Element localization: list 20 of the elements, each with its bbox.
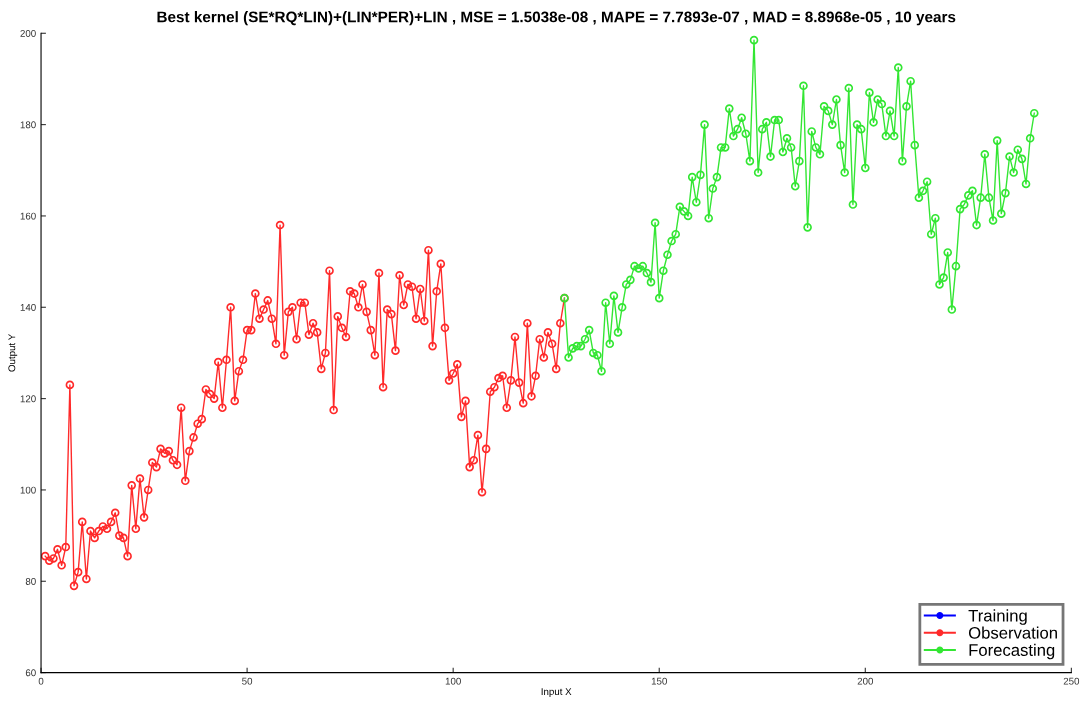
y-tick-label: 60	[25, 669, 36, 677]
y-tick-label: 160	[20, 212, 36, 220]
x-tick-label: 100	[445, 677, 461, 685]
legend-label: Training	[968, 609, 1027, 625]
y-axis-title: Output Y	[8, 334, 18, 372]
x-tick-label: 250	[1063, 677, 1080, 685]
y-tick-label: 120	[20, 395, 36, 403]
y-tick-label: 100	[20, 486, 36, 494]
y-tick-label: 180	[20, 121, 36, 129]
x-tick-label: 200	[857, 677, 874, 685]
legend-label: Forecasting	[969, 643, 1055, 660]
y-tick-label: 200	[20, 30, 36, 37]
y-tick-label: 140	[20, 304, 36, 311]
y-tick-label: 80	[25, 578, 36, 585]
x-tick-label: 50	[242, 677, 253, 685]
x-axis-title: Input X	[541, 688, 572, 697]
chart-title: Best kernel (SE*RQ*LIN)+(LIN*PER)+LIN , MSE = 1.5038e-08 , MAPE = 7.7893e-07 , MAD = 8.8968e-05 , 10 years	[157, 11, 956, 26]
legend-label: Observation	[968, 626, 1057, 639]
x-tick-label: 0	[38, 677, 44, 685]
x-tick-label: 150	[651, 677, 667, 685]
